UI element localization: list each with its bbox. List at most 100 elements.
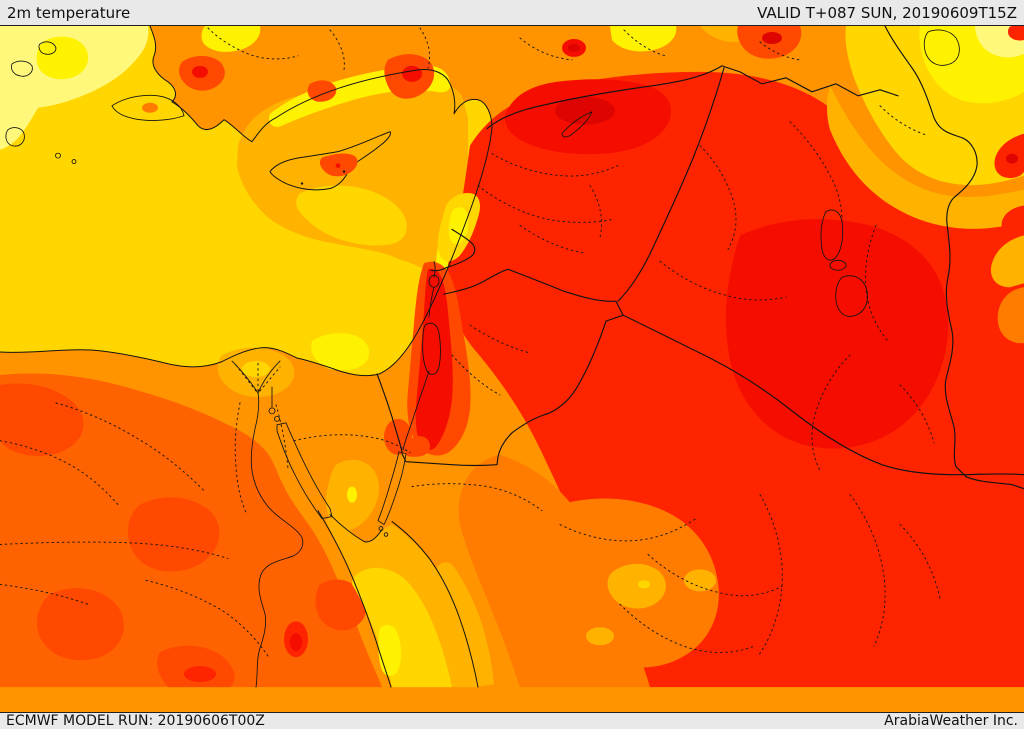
- egypt-israel-border: [376, 373, 403, 453]
- lake-habbaniyah: [829, 259, 847, 271]
- admin-line: [619, 603, 755, 653]
- dead-sea: [422, 322, 441, 375]
- temp-band-blob: [201, 26, 261, 52]
- iran-border: [884, 26, 1024, 490]
- mediterranean-coastline: [0, 26, 493, 377]
- hot-spot: [307, 80, 337, 102]
- lake-tharthar: [820, 209, 844, 261]
- footer-bar: ECMWF MODEL RUN: 20190606T00Z ArabiaWeat…: [0, 713, 1024, 729]
- zagros-amber-fringe: [827, 85, 1024, 229]
- turkey-syria-iraq-border: [486, 65, 899, 130]
- red-sea-cool-sliver: [378, 624, 401, 677]
- hot-spot-core: [762, 31, 782, 44]
- cyprus-town-dot: [300, 182, 304, 185]
- small-island: [55, 152, 61, 159]
- bitter-lake: [268, 407, 276, 415]
- edge-hot-finger: [1001, 205, 1024, 236]
- small-island: [5, 127, 25, 147]
- egypt-hot-patch: [315, 579, 367, 631]
- lebanon-border: [430, 228, 476, 272]
- admin-line: [234, 402, 247, 514]
- red-sea-east-coastline: [391, 521, 479, 688]
- admin-line: [0, 440, 119, 506]
- cyprus-town-dot: [342, 170, 346, 173]
- admin-line: [811, 354, 851, 472]
- admin-line: [789, 121, 843, 222]
- admin-line: [477, 185, 613, 223]
- admin-line: [519, 37, 573, 61]
- admin-line: [293, 434, 411, 454]
- red-sea-system: [268, 386, 479, 688]
- lake-urmia: [923, 29, 960, 66]
- admin-line: [145, 579, 269, 657]
- admin-line: [55, 402, 205, 492]
- se-corner-yellow: [311, 333, 370, 371]
- inland-lakes: [561, 29, 960, 317]
- admin-line: [647, 553, 783, 597]
- hot-spot-core: [402, 65, 422, 82]
- brand-label: ArabiaWeather Inc.: [884, 713, 1018, 729]
- admin-line: [759, 41, 801, 61]
- hot-core-central-iraq: [725, 219, 949, 449]
- hot-spot-core: [568, 43, 580, 52]
- saudi-cool-patch: [586, 627, 614, 646]
- iraq-saudi-border: [622, 314, 1024, 476]
- turkey-region: [179, 26, 802, 102]
- nile-valley-hot-core: [290, 633, 302, 652]
- egypt-hot-patch: [0, 383, 84, 456]
- temperature-map: [0, 26, 1024, 712]
- cyprus-land: [269, 131, 391, 191]
- admin-line: [329, 29, 345, 71]
- zagros-cool-zone: [827, 26, 1024, 344]
- saudi-cool-patch: [684, 569, 716, 592]
- jordan-rift-valley: [405, 261, 471, 457]
- admin-line: [207, 27, 299, 60]
- warm-sea-ne-basin: [237, 77, 468, 282]
- admin-line: [899, 384, 935, 444]
- admin-line: [865, 224, 889, 342]
- rift-hot-strip: [415, 268, 453, 451]
- admin-line: [757, 494, 783, 657]
- jordan-river: [402, 260, 436, 451]
- edge-hot-core: [1006, 153, 1018, 164]
- nile-delta-branch: [231, 360, 259, 394]
- admin-line: [0, 541, 229, 559]
- lake-assad: [561, 111, 593, 138]
- edge-warm-patch: [990, 235, 1024, 288]
- egypt-hot-patch: [128, 497, 220, 572]
- jordan-saudi-border: [401, 320, 607, 467]
- egypt-hot-patch: [36, 588, 124, 661]
- sinai-cool-dot: [347, 486, 357, 503]
- temp-band-blob: [610, 26, 677, 52]
- small-island: [38, 41, 57, 55]
- egypt-hot-core: [184, 666, 216, 683]
- admin-line: [849, 494, 886, 647]
- nile-river: [250, 392, 304, 688]
- admin-line: [699, 145, 737, 250]
- model-run-label: ECMWF MODEL RUN: 20190606T00Z: [6, 713, 265, 729]
- nile-delta-branch: [257, 360, 281, 394]
- admin-line: [879, 105, 929, 137]
- rivers: [231, 260, 436, 688]
- admin-line: [659, 260, 787, 301]
- gulf-of-aqaba: [377, 451, 407, 525]
- admin-line: [469, 324, 531, 354]
- rhodes-island: [111, 94, 185, 121]
- saudi-cool-dot: [638, 580, 650, 589]
- red-sea-core: [352, 567, 452, 688]
- small-island: [71, 159, 77, 165]
- edge-warm-patch: [997, 287, 1024, 344]
- admin-line: [235, 362, 281, 392]
- tiran-island: [383, 532, 389, 537]
- small-island: [11, 60, 33, 77]
- admin-line: [451, 354, 501, 396]
- admin-line: [899, 524, 941, 599]
- valid-time-label: VALID T+087 SUN, 20190609T15Z: [757, 3, 1017, 22]
- mount-lebanon-core: [448, 207, 469, 245]
- admin-line: [275, 404, 289, 470]
- edge-hot-corner: [1008, 26, 1024, 41]
- saudi-arabia-region: [436, 454, 719, 688]
- island-hot-spot: [142, 102, 158, 113]
- map-title: 2m temperature: [7, 3, 131, 22]
